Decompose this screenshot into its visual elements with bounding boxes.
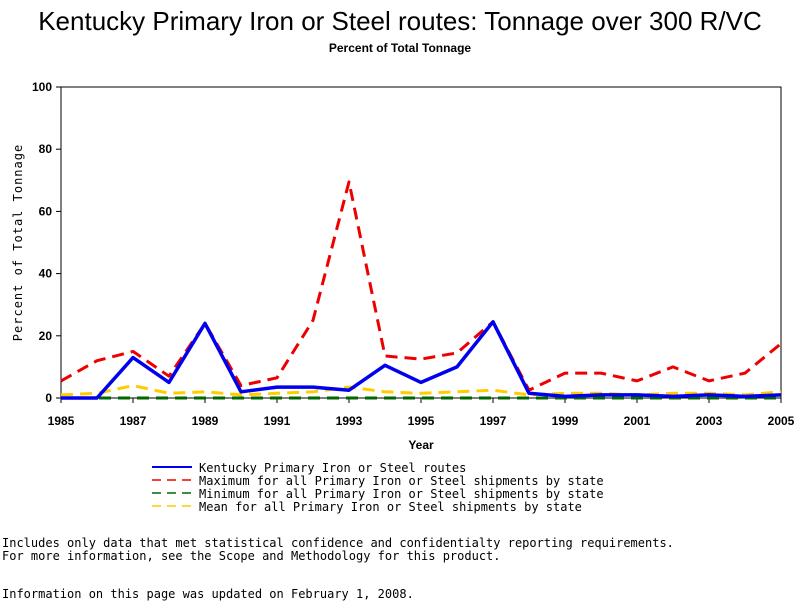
legend-minimum-label: Minimum for all Primary Iron or Steel sh… [199, 487, 604, 501]
series-line-kentucky [61, 320, 782, 400]
x-tick-label-2003: 2003 [696, 414, 723, 428]
series-line-maximum [60, 180, 782, 392]
note-confidence: Includes only data that met statistical … [2, 536, 674, 550]
x-tick-label-1997: 1997 [480, 414, 507, 428]
x-tick-label-1991: 1991 [264, 414, 291, 428]
x-tick-label-1993: 1993 [336, 414, 363, 428]
legend-mean-label: Mean for all Primary Iron or Steel shipm… [199, 500, 582, 514]
y-tick-label-80: 80 [39, 142, 53, 156]
x-tick-label-1985: 1985 [48, 414, 75, 428]
y-tick-label-60: 60 [39, 204, 53, 218]
y-axis-title: Percent of Total Tonnage [11, 144, 25, 341]
y-tick-label-100: 100 [32, 80, 52, 94]
note-updated: Information on this page was updated on … [2, 587, 414, 601]
x-tick-label-2005: 2005 [768, 414, 795, 428]
x-tick-label-1989: 1989 [192, 414, 219, 428]
y-tick-label-20: 20 [39, 329, 53, 343]
note-methodology: For more information, see the Scope and … [2, 549, 501, 563]
x-tick-label-1999: 1999 [552, 414, 579, 428]
y-tick-label-0: 0 [45, 391, 52, 405]
series-line-mean [60, 384, 782, 397]
legend-kentucky-label: Kentucky Primary Iron or Steel routes [199, 461, 466, 475]
plot-frame [60, 86, 782, 399]
legend-maximum-label: Maximum for all Primary Iron or Steel sh… [199, 474, 604, 488]
chart-subtitle: Percent of Total Tonnage [328, 41, 472, 55]
y-tick-label-40: 40 [39, 267, 53, 281]
x-axis-title: Year [408, 438, 434, 452]
x-tick-label-1995: 1995 [408, 414, 435, 428]
chart-title: Kentucky Primary Iron or Steel routes: T… [38, 6, 762, 36]
x-tick-label-2001: 2001 [624, 414, 651, 428]
x-tick-label-1987: 1987 [120, 414, 147, 428]
